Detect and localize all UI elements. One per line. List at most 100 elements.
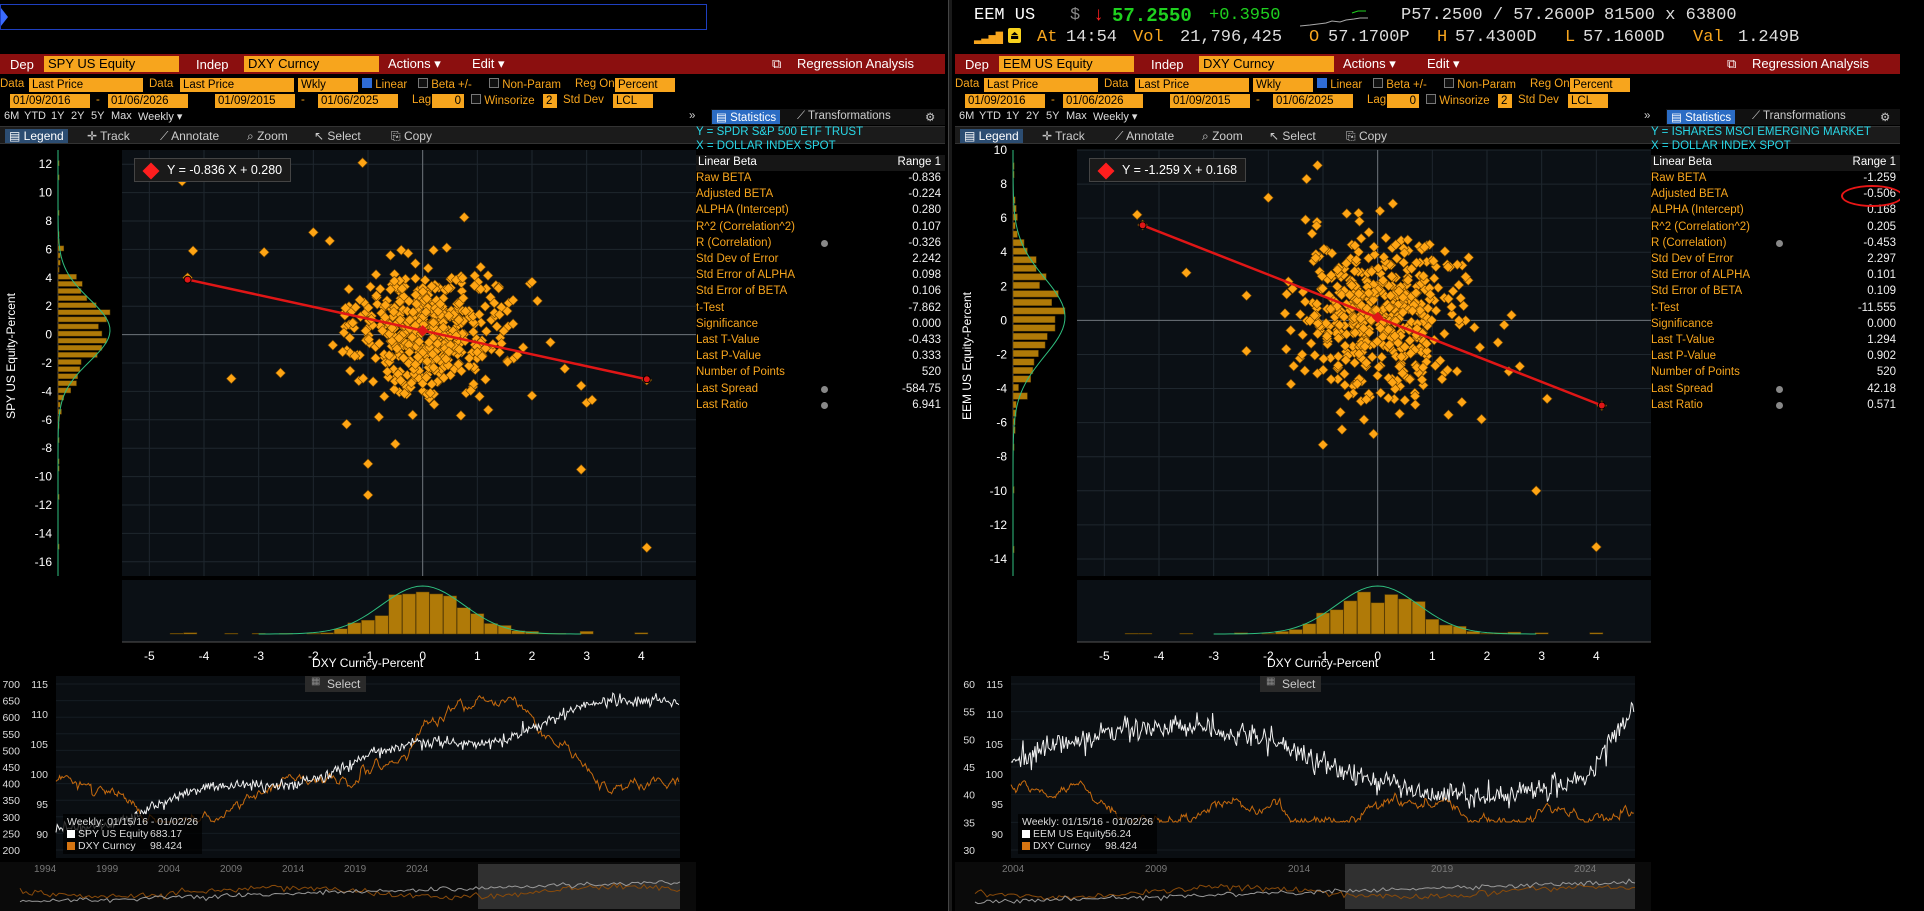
dep-field[interactable]: EEM US Equity	[999, 56, 1134, 72]
info-dot-icon[interactable]	[1776, 385, 1783, 393]
stat-row[interactable]: Std Error of ALPHA 0.101	[1651, 269, 1900, 285]
stat-row[interactable]: Last T-Value 1.294	[1651, 334, 1900, 350]
nonparam-checkbox[interactable]: Non-Param	[489, 78, 561, 91]
stat-row[interactable]: Std Dev of Error 2.297	[1651, 253, 1900, 269]
stat-row[interactable]: Std Dev of Error 2.242	[696, 253, 945, 269]
dep-field[interactable]: SPY US Equity	[44, 56, 179, 72]
stat-row[interactable]: ALPHA (Intercept) 0.280	[696, 204, 945, 220]
stat-row[interactable]: R^2 (Correlation^2) 0.205	[1651, 221, 1900, 237]
tab-statistics[interactable]: ▤ Statistics	[712, 110, 781, 124]
range-weekly[interactable]: Weekly ▾	[1093, 111, 1138, 123]
stat-row[interactable]: Last Spread -584.75	[696, 383, 945, 399]
stat-row[interactable]: Last Ratio 6.941	[696, 399, 945, 415]
gear-icon[interactable]: ⚙	[925, 112, 936, 124]
tab-statistics[interactable]: ▤ Statistics	[1667, 110, 1736, 124]
range-ytd[interactable]: YTD	[979, 110, 1001, 122]
stat-row[interactable]: R (Correlation) -0.326	[696, 237, 945, 253]
copy-button[interactable]: ⎘ Copy	[391, 129, 432, 143]
gear-icon[interactable]: ⚙	[1880, 112, 1891, 124]
launch-icon[interactable]: ⧉	[772, 56, 782, 71]
range-1y[interactable]: 1Y	[51, 110, 65, 122]
stat-row[interactable]: Std Error of BETA 0.109	[1651, 285, 1900, 301]
info-dot-icon[interactable]	[1776, 239, 1783, 247]
annotate-button[interactable]: ⟋ Annotate	[160, 129, 220, 143]
collapse-icon[interactable]: »	[689, 110, 696, 122]
end-date-2[interactable]: 01/06/2025	[318, 94, 398, 108]
range-5y[interactable]: 5Y	[1046, 110, 1060, 122]
range-5y[interactable]: 5Y	[91, 110, 105, 122]
copy-button[interactable]: ⎘ Copy	[1346, 129, 1387, 143]
track-button[interactable]: ✛ Track	[1042, 129, 1085, 143]
annotate-button[interactable]: ⟋ Annotate	[1115, 129, 1175, 143]
scatter-chart[interactable]: 12 10 8 6 4 2 0 -2 -4 -6 -8 -10 -12 -14 -16 -5 -4 -3 -2 -1 0…	[0, 144, 696, 674]
indep-field[interactable]: DXY Curncy	[244, 56, 379, 72]
select-range-button[interactable]: Select	[1260, 676, 1322, 692]
info-dot-icon[interactable]	[821, 239, 828, 247]
data1-field[interactable]: Last Price	[984, 78, 1098, 92]
range-ytd[interactable]: YTD	[24, 110, 46, 122]
stat-row[interactable]: Last Ratio 0.571	[1651, 399, 1900, 415]
frequency-select[interactable]: Wkly	[1253, 78, 1313, 92]
command-line-input[interactable]	[0, 4, 707, 30]
collapse-icon[interactable]: »	[1644, 110, 1651, 122]
stat-row[interactable]: t-Test -11.555	[1651, 302, 1900, 318]
range-2y[interactable]: 2Y	[71, 110, 85, 122]
beta-checkbox[interactable]: Beta +/-	[418, 78, 472, 91]
actions-menu[interactable]: Actions ▾	[388, 56, 441, 71]
winsorize-checkbox[interactable]: Winsorize	[1426, 94, 1490, 107]
winsorize-checkbox[interactable]: Winsorize	[471, 94, 535, 107]
select-button[interactable]: ↖ Select	[314, 129, 361, 143]
linear-checkbox[interactable]: Linear	[362, 78, 407, 91]
zoom-button[interactable]: ⌕ Zoom	[1202, 129, 1243, 143]
data2-field[interactable]: Last Price	[180, 78, 294, 92]
start-date-1[interactable]: 01/09/2016	[10, 94, 90, 108]
edit-menu[interactable]: Edit ▾	[1427, 56, 1460, 71]
nonparam-checkbox[interactable]: Non-Param	[1444, 78, 1516, 91]
linear-checkbox[interactable]: Linear	[1317, 78, 1362, 91]
range-weekly[interactable]: Weekly ▾	[138, 111, 183, 123]
tab-transformations[interactable]: ⟋ Transformations	[1752, 110, 1846, 122]
range-6m[interactable]: 6M	[959, 110, 975, 122]
navigator-strip[interactable]: 2004 2009 2014 2019 2024	[955, 862, 1651, 911]
price-history-chart[interactable]: 60 55 50 45 40 35 30 115 110 105 100 95 90 Select We…	[955, 672, 1651, 862]
data2-field[interactable]: Last Price	[1135, 78, 1249, 92]
pane-divider[interactable]	[948, 0, 952, 911]
stat-row[interactable]: Last P-Value 0.902	[1651, 350, 1900, 366]
regression-equation[interactable]: Y = -1.259 X + 0.168	[1089, 158, 1247, 182]
beta-checkbox[interactable]: Beta +/-	[1373, 78, 1427, 91]
data1-field[interactable]: Last Price	[29, 78, 143, 92]
info-dot-icon[interactable]	[821, 385, 828, 393]
end-date-2[interactable]: 01/06/2025	[1273, 94, 1353, 108]
winsorize-field[interactable]: 2	[1498, 94, 1512, 108]
legend-button[interactable]: ▤ Legend	[5, 129, 68, 143]
end-date-1[interactable]: 01/06/2026	[108, 94, 188, 108]
stddev-select[interactable]: LCL	[1568, 94, 1608, 108]
regression-equation[interactable]: Y = -0.836 X + 0.280	[134, 158, 292, 182]
tab-transformations[interactable]: ⟋ Transformations	[797, 110, 891, 122]
stat-row[interactable]: R (Correlation) -0.453	[1651, 237, 1900, 253]
stat-row[interactable]: Significance 0.000	[1651, 318, 1900, 334]
scatter-chart[interactable]: 10 8 6 4 2 0 -2 -4 -6 -8 -10 -12 -14 -5 -4 -3 -2 -1 0 1 2 3 4 …	[955, 143, 1651, 674]
stat-row[interactable]: Last Spread 42.18	[1651, 383, 1900, 399]
start-date-2[interactable]: 01/09/2015	[215, 94, 295, 108]
stat-row[interactable]: Last P-Value 0.333	[696, 350, 945, 366]
stat-row[interactable]: Std Error of ALPHA 0.098	[696, 269, 945, 285]
legend-button[interactable]: ▤ Legend	[960, 129, 1023, 143]
reg-on-select[interactable]: Percent	[615, 78, 675, 92]
range-2y[interactable]: 2Y	[1026, 110, 1040, 122]
start-date-2[interactable]: 01/09/2015	[1170, 94, 1250, 108]
zoom-button[interactable]: ⌕ Zoom	[247, 129, 288, 143]
stat-row[interactable]: ALPHA (Intercept) 0.168	[1651, 204, 1900, 220]
stat-row[interactable]: Raw BETA -1.259	[1651, 172, 1900, 188]
select-range-button[interactable]: Select	[305, 676, 367, 692]
stat-row[interactable]: t-Test -7.862	[696, 302, 945, 318]
stat-row[interactable]: Number of Points 520	[1651, 366, 1900, 382]
winsorize-field[interactable]: 2	[543, 94, 557, 108]
end-date-1[interactable]: 01/06/2026	[1063, 94, 1143, 108]
start-date-1[interactable]: 01/09/2016	[965, 94, 1045, 108]
alert-icon[interactable]: ⏏	[1008, 28, 1022, 43]
stat-row[interactable]: Adjusted BETA -0.224	[696, 188, 945, 204]
lag-field[interactable]: 0	[1387, 94, 1419, 108]
reg-on-select[interactable]: Percent	[1570, 78, 1630, 92]
